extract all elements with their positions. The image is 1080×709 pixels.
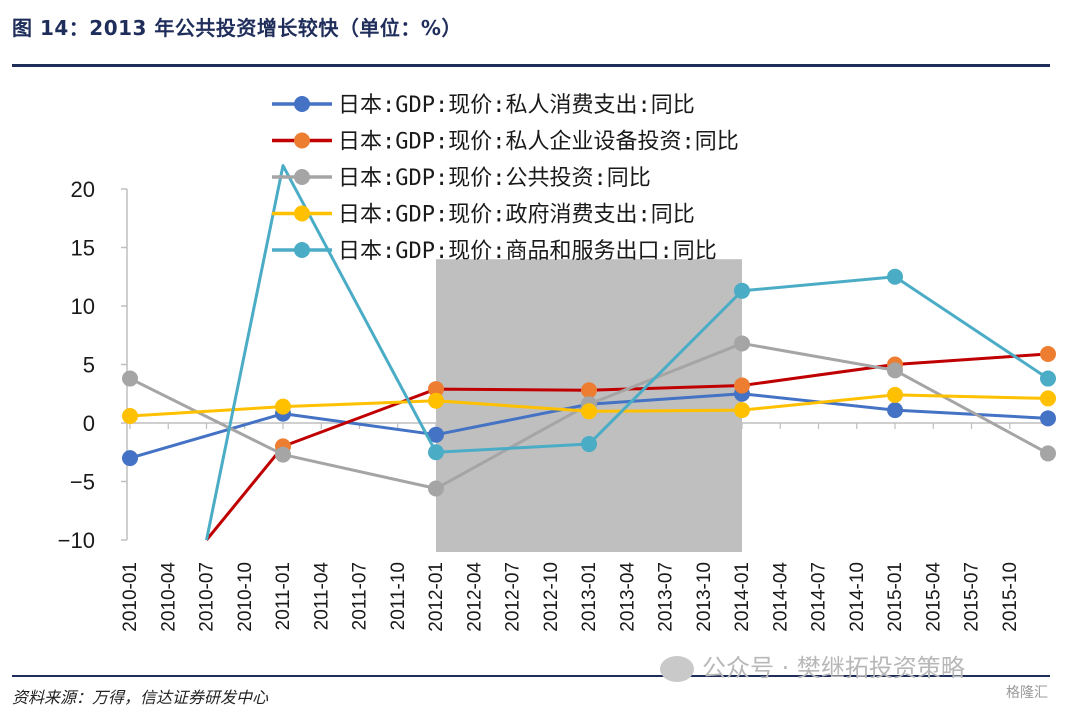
x-tick-label: 2015-04 bbox=[923, 562, 944, 632]
x-tick-label: 2015-01 bbox=[885, 562, 906, 632]
legend-label: 日本:GDP:现价:私人企业设备投资:同比 bbox=[338, 130, 739, 155]
series-1-point bbox=[122, 450, 138, 467]
y-tick-label: 15 bbox=[71, 236, 95, 261]
x-tick-label: 2014-01 bbox=[732, 562, 753, 632]
x-tick-label: 2010-10 bbox=[235, 562, 256, 632]
series-3-point bbox=[122, 370, 138, 387]
series-3-point bbox=[1040, 445, 1056, 462]
series-3-point bbox=[275, 446, 291, 463]
y-tick-label: 20 bbox=[71, 177, 95, 202]
series-3-point bbox=[428, 480, 444, 497]
x-tick-label: 2013-01 bbox=[579, 562, 600, 632]
y-tick-label: 0 bbox=[83, 411, 95, 436]
x-tick-label: 2013-10 bbox=[694, 562, 715, 632]
x-tick-label: 2011-10 bbox=[388, 562, 409, 630]
source-note: 资料来源：万得，信达证券研发中心 bbox=[12, 688, 269, 707]
x-tick-label: 2013-07 bbox=[656, 562, 677, 632]
y-tick-label: −5 bbox=[70, 470, 95, 495]
series-5-point bbox=[734, 282, 750, 299]
legend-swatch-marker bbox=[294, 96, 310, 112]
x-tick-label: 2013-04 bbox=[617, 562, 638, 632]
watermark-text: 公众号 · 樊继拓投资策略 bbox=[702, 654, 965, 682]
legend-swatch-marker bbox=[294, 205, 310, 222]
series-1-point bbox=[428, 426, 444, 443]
y-tick-label: 5 bbox=[83, 353, 95, 378]
series-4-point bbox=[1040, 390, 1056, 407]
series-2-point bbox=[734, 377, 750, 394]
legend-swatch-marker bbox=[294, 169, 310, 185]
title-divider bbox=[12, 64, 1050, 67]
x-tick-label: 2014-10 bbox=[847, 562, 868, 632]
x-tick-label: 2012-07 bbox=[503, 562, 524, 632]
legend-label: 日本:GDP:现价:商品和服务出口:同比 bbox=[338, 239, 717, 264]
series-1-point bbox=[1040, 410, 1056, 427]
series-4-point bbox=[122, 407, 138, 424]
x-tick-label: 2012-04 bbox=[464, 562, 485, 632]
x-tick-label: 2011-07 bbox=[350, 562, 371, 630]
series-5-point bbox=[887, 268, 903, 285]
x-tick-label: 2010-01 bbox=[120, 562, 141, 632]
x-tick-label: 2012-10 bbox=[541, 562, 562, 632]
x-tick-label: 2012-01 bbox=[426, 562, 447, 632]
watermark: 公众号 · 樊继拓投资策略 bbox=[660, 648, 965, 683]
y-tick-label: −10 bbox=[58, 528, 95, 553]
x-tick-label: 2014-04 bbox=[770, 562, 791, 632]
series-2-point bbox=[428, 381, 444, 398]
wechat-icon bbox=[660, 656, 694, 682]
y-tick-label: 10 bbox=[71, 294, 95, 319]
series-4-point bbox=[581, 403, 597, 420]
legend-label: 日本:GDP:现价:公共投资:同比 bbox=[338, 166, 651, 191]
series-5-point bbox=[428, 444, 444, 461]
series-4-point bbox=[887, 386, 903, 403]
legend-swatch-marker bbox=[294, 242, 310, 258]
series-5-point bbox=[581, 436, 597, 453]
x-tick-label: 2011-04 bbox=[311, 562, 332, 631]
series-2-point bbox=[1040, 345, 1056, 362]
x-tick-label: 2010-04 bbox=[158, 562, 179, 632]
legend-label: 日本:GDP:现价:政府消费支出:同比 bbox=[338, 203, 695, 228]
series-5-point bbox=[1040, 370, 1056, 387]
figure-title: 图 14：2013 年公共投资增长较快（单位：%） bbox=[12, 16, 462, 40]
x-tick-label: 2010-07 bbox=[197, 562, 218, 632]
corner-mark: 格隆汇 bbox=[1006, 685, 1048, 701]
series-3-point bbox=[887, 362, 903, 379]
x-tick-label: 2015-07 bbox=[962, 562, 983, 632]
series-1-point bbox=[887, 402, 903, 419]
series-4-point bbox=[428, 392, 444, 409]
legend-swatch-marker bbox=[294, 132, 310, 149]
series-3-point bbox=[734, 335, 750, 352]
legend-label: 日本:GDP:现价:私人消费支出:同比 bbox=[338, 93, 695, 118]
x-tick-label: 2015-10 bbox=[1000, 562, 1021, 632]
series-4-point bbox=[734, 402, 750, 419]
x-tick-label: 2014-07 bbox=[809, 562, 830, 632]
series-4-point bbox=[275, 398, 291, 415]
x-tick-label: 2011-01 bbox=[273, 562, 294, 630]
series-2-point bbox=[581, 382, 597, 399]
source-divider bbox=[12, 675, 1050, 677]
